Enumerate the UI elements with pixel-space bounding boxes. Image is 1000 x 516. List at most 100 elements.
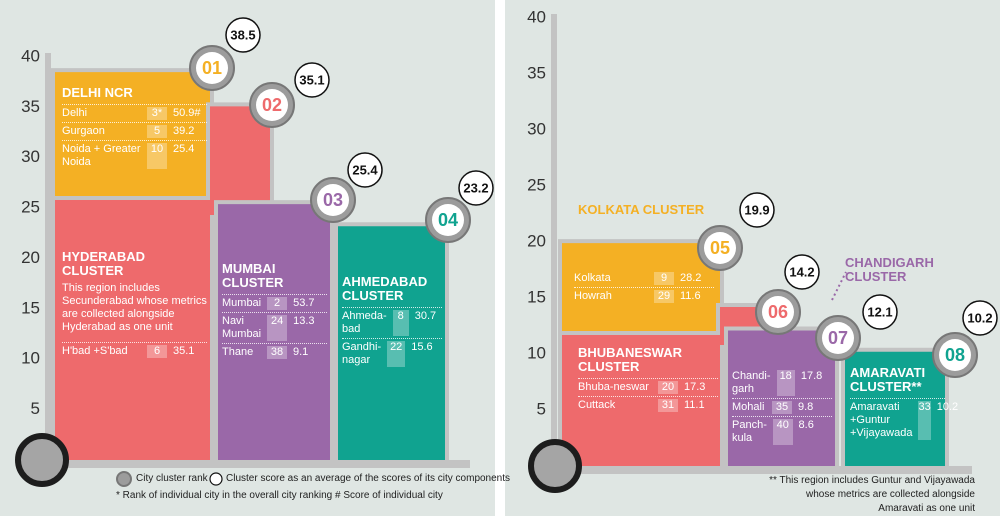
y-tick-label: 10: [21, 349, 40, 368]
city-rank: 18: [776, 370, 795, 396]
y-tick-label: 15: [527, 287, 546, 306]
city-row: Thane 38 9.1: [222, 343, 327, 361]
legend-rank-icon: [116, 471, 132, 487]
city-score: 11.6: [680, 290, 701, 302]
city-row: H'bad +S'bad 6 35.1: [62, 342, 207, 360]
city-row: Cuttack 31 11.1: [578, 396, 718, 414]
city-rank: 3*: [147, 107, 167, 120]
y-tick-label: 5: [31, 399, 40, 418]
city-row: Noida + Greater Noida 10 25.4: [62, 140, 207, 171]
cluster-text: AMARAVATI CLUSTER** Amaravati +Guntur +Vi…: [850, 365, 958, 442]
city-row: Howrah 29 11.6: [574, 287, 714, 305]
city-rank: 10: [147, 143, 167, 169]
rank-badge-inner: [704, 232, 736, 264]
rank-badge-inner: [317, 184, 349, 216]
axis-origin: [528, 439, 582, 493]
city-score: 11.1: [684, 399, 705, 411]
axis-origin: [15, 433, 69, 487]
city-score: 9.1: [293, 346, 309, 358]
rank-badge-inner: [822, 322, 854, 354]
footnote: City cluster rank: [136, 473, 208, 484]
city-score: 13.3: [293, 315, 315, 327]
score-circle: [225, 17, 261, 53]
cluster-text: HYDERABAD CLUSTER This region includes Se…: [62, 250, 207, 360]
score-label: 23.2: [463, 180, 488, 195]
cluster-name: AHMEDABAD CLUSTER: [342, 274, 428, 303]
city-name: Kolkata: [574, 272, 611, 284]
city-rank: 8: [392, 310, 409, 336]
city-row: Gurgaon 5 39.2: [62, 122, 207, 140]
cluster-description: This region includes Secunderabad whose …: [62, 282, 207, 333]
score-label: 25.4: [352, 162, 378, 177]
cluster-name: MUMBAI CLUSTER: [222, 261, 284, 290]
score-circle: [962, 300, 998, 336]
city-rank: 24: [267, 315, 288, 341]
city-row: Navi Mumbai 24 13.3: [222, 312, 327, 343]
rank-badge-inner: [762, 296, 794, 328]
cluster-block: [841, 347, 949, 470]
city-score: 39.2: [173, 125, 195, 137]
city-rank: 38: [267, 346, 287, 359]
city-score: 17.3: [684, 381, 706, 393]
y-tick-label: 35: [527, 63, 546, 82]
city-row: Chandi-garh 18 17.8: [732, 368, 832, 398]
cluster-name: CHANDIGARH CLUSTER: [845, 255, 934, 284]
city-name: Mumbai: [222, 297, 262, 309]
rank-label: 02: [262, 95, 282, 115]
rank-label: 06: [768, 302, 788, 322]
city-score: 17.8: [800, 370, 823, 382]
y-tick-label: 15: [21, 298, 40, 317]
city-name: Ahmeda-bad: [342, 310, 387, 335]
city-rank: 33: [918, 401, 931, 440]
city-score: 10.2: [936, 401, 959, 413]
score-circle: [739, 192, 775, 228]
rank-label: 01: [202, 58, 222, 78]
city-row: Mohali 35 9.8: [732, 398, 832, 416]
city-rank: 9: [654, 272, 674, 285]
city-score: 35.1: [173, 345, 195, 357]
city-name: Cuttack: [578, 399, 616, 411]
footnote: * Rank of individual city in the overall…: [116, 490, 443, 501]
city-score: 25.4: [173, 143, 195, 155]
city-rank: 40: [772, 419, 793, 445]
score-label: 38.5: [230, 27, 255, 42]
cluster-text: AHMEDABAD CLUSTER Ahmeda-bad 8 30.7 Gandhi-n…: [342, 275, 442, 369]
rank-badge-inner: [432, 204, 464, 236]
city-name: Thane: [222, 346, 254, 358]
y-tick-label: 30: [21, 147, 40, 166]
y-tick-label: 25: [21, 198, 40, 217]
city-rank: 35: [772, 401, 792, 414]
city-rank: 20: [658, 381, 678, 394]
score-label: 14.2: [789, 264, 814, 279]
y-tick-label: 40: [527, 7, 546, 26]
cluster-text: MUMBAI CLUSTER Mumbai 2 53.7 Navi Mumbai 24 13…: [222, 262, 327, 361]
y-tick-label: 35: [21, 97, 40, 116]
score-label: 12.1: [867, 304, 892, 319]
city-name: Amaravati +Guntur +Vijayawada: [850, 401, 913, 439]
city-name: Panch-kula: [732, 419, 767, 444]
city-score: 30.7: [414, 310, 437, 322]
cluster-name: KOLKATA CLUSTER: [578, 202, 705, 217]
legend-score-icon: [209, 472, 223, 486]
city-score: 53.7: [293, 297, 315, 309]
city-rank: 6: [147, 345, 167, 358]
city-name: Chandi-garh: [732, 370, 771, 395]
cluster-name: AMARAVATI CLUSTER**: [850, 365, 926, 394]
city-name: Noida + Greater Noida: [62, 143, 141, 168]
city-name: H'bad +S'bad: [62, 345, 128, 357]
city-name: Gurgaon: [62, 125, 105, 137]
pointer: [831, 271, 847, 301]
cluster-text: Chandi-garh 18 17.8 Mohali 35 9.8 Panch-kula 40…: [732, 368, 832, 447]
cluster-text: Kolkata 9 28.2 Howrah 29 11.6: [574, 270, 714, 305]
cluster-block: [214, 200, 334, 464]
y-tick-label: 30: [527, 119, 546, 138]
city-score: 8.6: [798, 419, 814, 431]
city-rank: 2: [267, 297, 288, 310]
cluster-block: [334, 222, 449, 464]
y-tick-label: 40: [21, 46, 40, 65]
city-row: Kolkata 9 28.2: [574, 270, 714, 287]
rank-label: 05: [710, 238, 730, 258]
rank-label: 03: [323, 190, 343, 210]
